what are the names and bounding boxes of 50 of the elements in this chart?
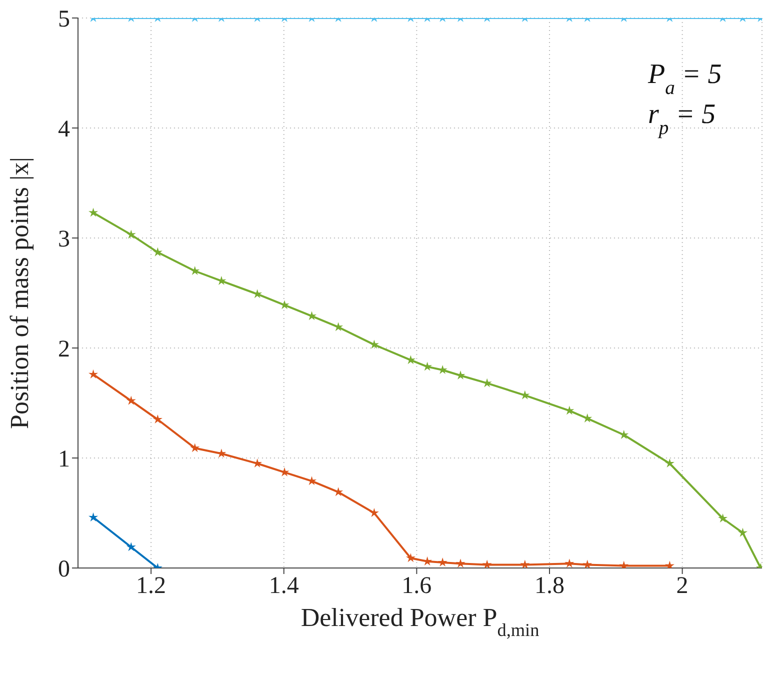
point (190, 266, 200, 276)
point (564, 558, 574, 568)
point (334, 322, 344, 332)
x-tick-label: 1.6 (402, 573, 432, 600)
point (482, 560, 492, 568)
point (369, 508, 379, 518)
point (126, 542, 136, 552)
point (126, 230, 136, 239)
point (718, 514, 728, 523)
point (126, 396, 136, 405)
point (280, 300, 290, 310)
point (619, 430, 629, 439)
y-tick-label: 2 (58, 336, 70, 363)
point (88, 512, 98, 522)
point (664, 560, 674, 568)
y-axis-title: Position of mass points |x| (5, 157, 34, 429)
point (406, 553, 416, 562)
y-tick-label: 3 (58, 226, 70, 253)
point (88, 208, 98, 217)
point (456, 558, 466, 568)
point (438, 558, 448, 567)
y-tick-label: 5 (58, 6, 70, 33)
point (252, 458, 262, 468)
y-tick-label: 1 (58, 446, 70, 473)
point (152, 414, 162, 424)
y-tick-label: 4 (58, 116, 70, 143)
point (152, 247, 162, 256)
x-axis-title: Delivered Power P$_{d,min}$ (300, 603, 540, 640)
point (190, 443, 200, 452)
point (422, 556, 432, 566)
point (738, 528, 748, 537)
x-tick-label: 2 (676, 573, 688, 600)
annotation: P$_{a}$ = 5 (647, 59, 722, 98)
point (252, 289, 262, 298)
x-tick-label: 1.4 (268, 573, 299, 600)
point (307, 476, 317, 486)
point (520, 560, 530, 568)
y-tick-label: 0 (58, 556, 70, 583)
point (422, 362, 432, 371)
point (582, 413, 592, 422)
x-tick-label: 1.2 (136, 573, 166, 600)
point (664, 458, 674, 468)
point (582, 560, 592, 568)
x-tick-label: 1.8 (534, 573, 564, 600)
point (307, 311, 317, 320)
point (619, 560, 629, 568)
point (88, 369, 98, 378)
point (334, 487, 344, 496)
annotation: r$_{p}$ = 5 (648, 99, 716, 138)
point (369, 340, 379, 349)
